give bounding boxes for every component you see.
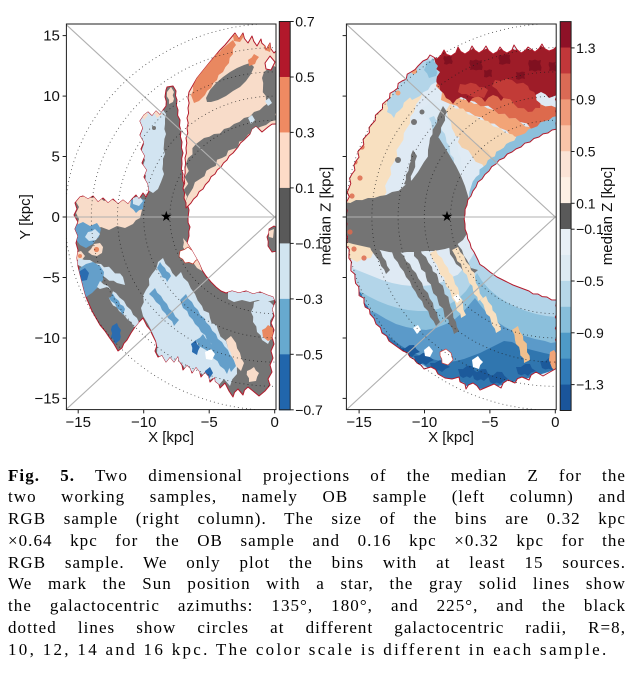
svg-text:median Z [kpc]: median Z [kpc] bbox=[318, 167, 335, 265]
svg-text:0: 0 bbox=[52, 209, 60, 226]
svg-text:Y [kpc]: Y [kpc] bbox=[17, 194, 34, 240]
svg-text:1.3: 1.3 bbox=[576, 40, 596, 56]
svg-text:0.5: 0.5 bbox=[295, 69, 315, 85]
svg-text:−0.3: −0.3 bbox=[295, 291, 323, 307]
svg-text:5: 5 bbox=[52, 149, 60, 166]
svg-text:−5: −5 bbox=[481, 414, 498, 431]
svg-text:0.1: 0.1 bbox=[576, 195, 596, 211]
svg-text:−5: −5 bbox=[43, 270, 60, 287]
svg-text:0.3: 0.3 bbox=[295, 124, 315, 140]
svg-text:−5: −5 bbox=[201, 414, 218, 431]
svg-text:−15: −15 bbox=[65, 414, 90, 431]
svg-text:−0.5: −0.5 bbox=[576, 273, 604, 289]
svg-text:0: 0 bbox=[271, 414, 279, 431]
svg-text:−10: −10 bbox=[34, 330, 59, 347]
svg-text:−0.9: −0.9 bbox=[576, 325, 604, 341]
svg-text:−15: −15 bbox=[34, 390, 59, 407]
svg-text:15: 15 bbox=[43, 28, 60, 45]
svg-text:0.7: 0.7 bbox=[295, 14, 315, 30]
svg-text:−15: −15 bbox=[346, 414, 371, 431]
svg-text:0.9: 0.9 bbox=[576, 92, 596, 108]
svg-text:X [kpc]: X [kpc] bbox=[148, 429, 194, 446]
svg-text:−1.3: −1.3 bbox=[576, 377, 604, 393]
svg-text:−10: −10 bbox=[412, 414, 437, 431]
svg-text:0.5: 0.5 bbox=[576, 144, 596, 160]
svg-text:−0.5: −0.5 bbox=[295, 346, 323, 362]
svg-text:−10: −10 bbox=[131, 414, 156, 431]
svg-text:−0.1: −0.1 bbox=[576, 221, 604, 237]
svg-text:10: 10 bbox=[43, 88, 60, 105]
svg-text:0.1: 0.1 bbox=[295, 180, 315, 196]
svg-text:0: 0 bbox=[551, 414, 559, 431]
svg-text:−0.1: −0.1 bbox=[295, 235, 323, 251]
svg-text:median Z [kpc]: median Z [kpc] bbox=[599, 167, 616, 265]
svg-text:−0.7: −0.7 bbox=[295, 402, 323, 418]
svg-text:X [kpc]: X [kpc] bbox=[428, 429, 474, 446]
